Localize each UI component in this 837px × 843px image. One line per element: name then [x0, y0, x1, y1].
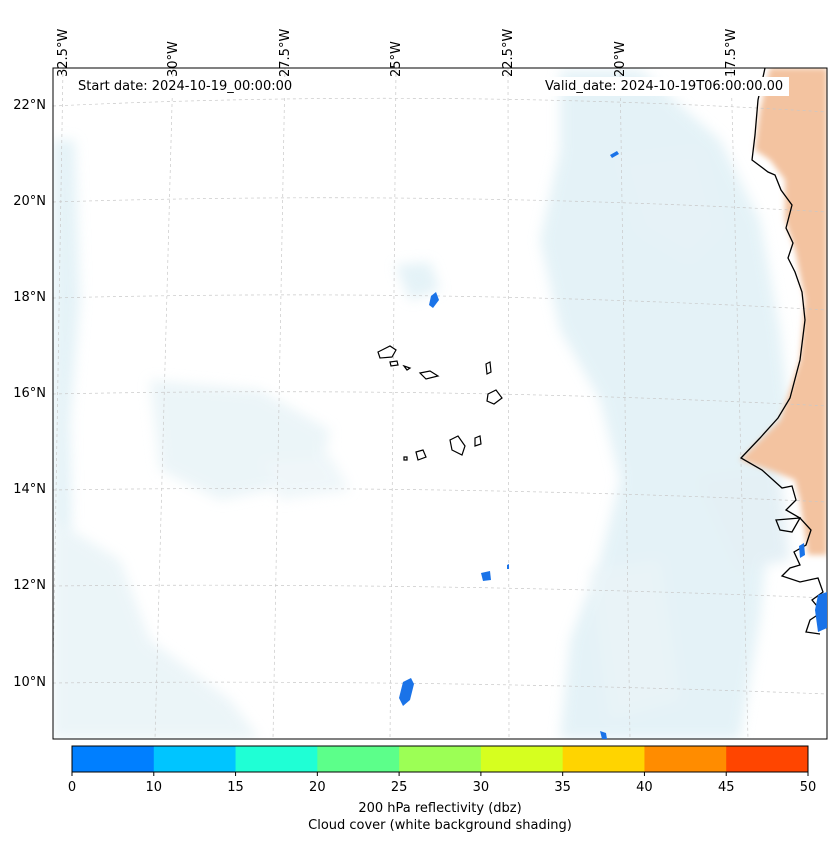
gridlines: [53, 68, 827, 739]
colorbar-label-line1: 200 hPa reflectivity (dbz): [358, 801, 522, 816]
colorbar-segment: [726, 746, 809, 772]
colorbar-tick-label: 40: [636, 780, 653, 795]
lon-label: 27.5°W: [278, 28, 293, 77]
lon-label: 17.5°W: [724, 28, 739, 77]
colorbar-segment: [153, 746, 237, 772]
colorbar-tick-label: 10: [145, 780, 163, 795]
colorbar-tick-label: 30: [472, 780, 490, 795]
colorbar-tick-label: 20: [309, 780, 326, 795]
colorbar-segment: [480, 746, 564, 772]
lat-label: 10°N: [13, 675, 46, 690]
colorbar-label-line2: Cloud cover (white background shading): [308, 818, 572, 833]
colorbar-segment: [644, 746, 727, 772]
lon-label: 20°W: [613, 41, 628, 77]
colorbar-tick-label: 45: [717, 780, 735, 795]
colorbar-segment: [562, 746, 645, 772]
lon-label: 22.5°W: [501, 28, 516, 77]
lat-label: 18°N: [13, 290, 46, 305]
island-outlines: [377, 345, 503, 461]
colorbar-tick-label: 0: [67, 780, 77, 795]
lat-label: 12°N: [13, 578, 46, 593]
lat-label: 22°N: [13, 98, 46, 113]
coastline: [739, 68, 824, 635]
lat-label: 20°N: [13, 194, 46, 209]
colorbar-tick-label: 25: [390, 780, 408, 795]
land-shading: [740, 68, 827, 555]
cloud-cover-shading: [53, 70, 790, 739]
lon-label: 32.5°W: [56, 28, 71, 77]
map-frame: [52, 67, 828, 740]
colorbar-segment: [72, 746, 155, 772]
colorbar-segment: [399, 746, 482, 772]
colorbar-segment: [317, 746, 400, 772]
lon-label: 25°W: [389, 41, 404, 77]
colorbar-tick-label: 35: [554, 780, 571, 795]
start-date-label: Start date: 2024-10-19_00:00:00: [72, 77, 299, 96]
colorbar-tick-label: 15: [227, 780, 244, 795]
colorbar-frame: [71, 745, 809, 773]
lon-label: 30°W: [166, 41, 181, 77]
valid-date-label: Valid_date: 2024-10-19T06:00:00.00: [539, 77, 790, 96]
colorbar: [71, 745, 809, 776]
colorbar-tick-label: 50: [799, 780, 817, 795]
lat-label: 14°N: [13, 482, 46, 497]
colorbar-segment: [235, 746, 318, 772]
lat-label: 16°N: [13, 386, 46, 401]
